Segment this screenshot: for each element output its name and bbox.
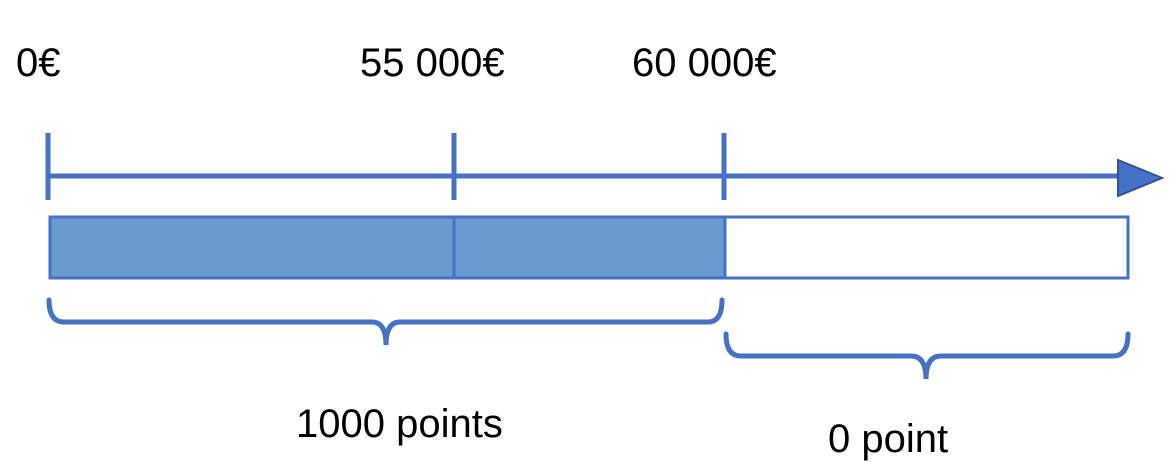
arrow-head-icon (1117, 158, 1165, 198)
brace-label-1000-points: 1000 points (296, 402, 503, 446)
axis-arrow (48, 158, 1165, 198)
tick-label-0: 0€ (16, 41, 61, 85)
brace-1000-points (46, 297, 725, 346)
tick-label-60000: 60 000€ (632, 41, 777, 85)
segment-bar-0-55000 (48, 215, 456, 280)
segment-bar-60000-plus (723, 215, 1130, 280)
brace-0-point (723, 331, 1131, 380)
brace-label-0-point: 0 point (828, 417, 948, 461)
tick-label-55000: 55 000€ (360, 41, 505, 85)
segment-bar-55000-60000 (452, 215, 727, 280)
